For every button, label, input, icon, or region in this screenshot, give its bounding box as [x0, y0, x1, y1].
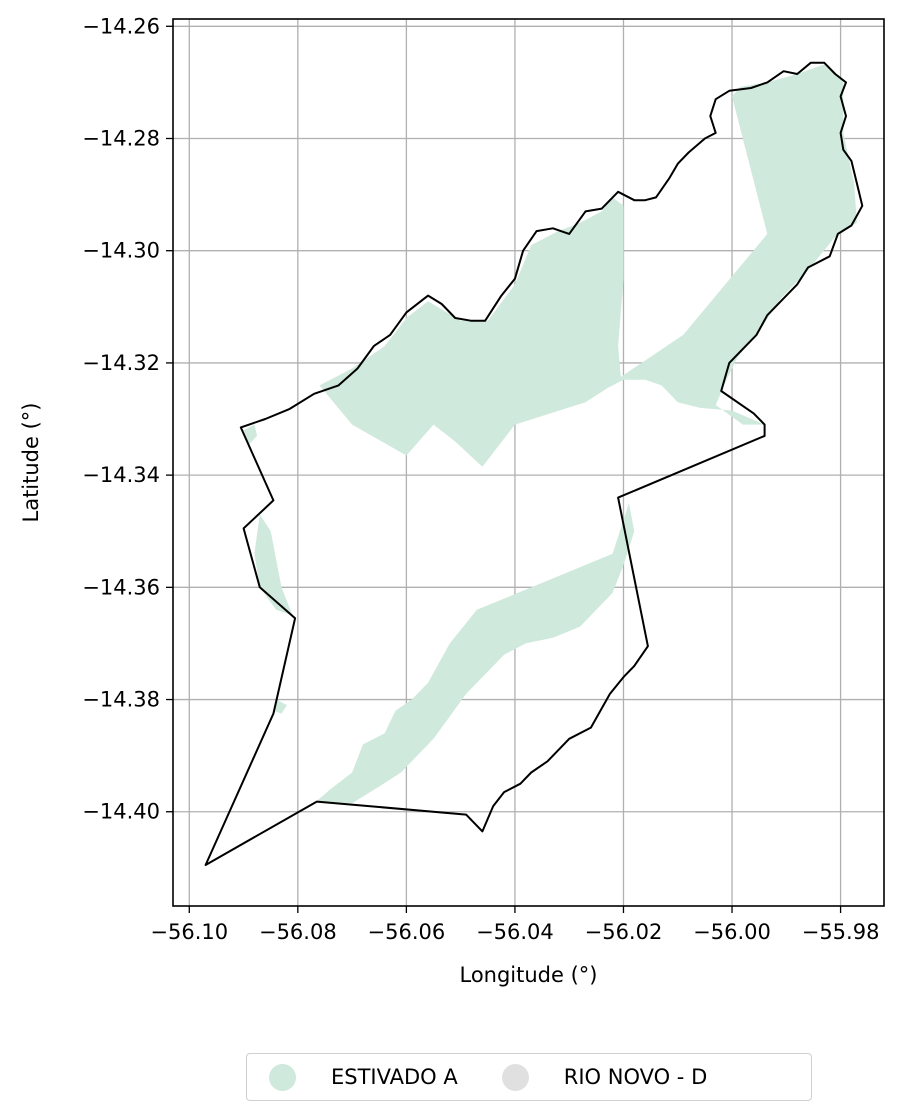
region-polygon-1 — [243, 424, 258, 445]
x-tick-label-0: −56.10 — [150, 920, 228, 944]
legend: ESTIVADO A RIO NOVO - D — [246, 1053, 812, 1101]
legend-label-rio-novo-d: RIO NOVO - D — [563, 1065, 708, 1089]
x-axis-label: Longitude (°) — [459, 963, 597, 987]
x-tick-label-2: −56.06 — [368, 920, 446, 944]
x-tick-label-4: −56.02 — [585, 920, 663, 944]
x-tick-label-1: −56.08 — [259, 920, 337, 944]
x-tick-label-5: −56.00 — [693, 920, 771, 944]
legend-marker-estivado-a — [269, 1063, 296, 1091]
y-axis-ticks: −14.26 −14.28 −14.30 −14.32 −14.34 −14.36 −14.… — [82, 14, 173, 824]
region-polygon-4 — [314, 503, 635, 804]
y-axis-label: Latitude (°) — [19, 403, 43, 523]
y-tick-label-3: −14.32 — [82, 351, 160, 375]
y-tick-label-2: −14.30 — [82, 239, 160, 263]
x-tick-label-6: −55.98 — [802, 920, 880, 944]
grid-lines — [173, 19, 884, 906]
x-tick-label-3: −56.04 — [476, 920, 554, 944]
y-tick-label-5: −14.36 — [82, 575, 160, 599]
boundary-path — [204, 61, 864, 866]
y-tick-label-6: −14.38 — [82, 688, 160, 712]
y-tick-label-4: −14.34 — [82, 463, 160, 487]
y-tick-label-7: −14.40 — [82, 800, 160, 824]
region-polygon-0 — [319, 64, 857, 467]
legend-label-estivado-a: ESTIVADO A — [331, 1065, 458, 1089]
plot-frame — [172, 18, 885, 907]
x-axis-ticks: −56.10 −56.08 −56.06 −56.04 −56.02 −56.00 −55.… — [150, 906, 879, 944]
boundary-outline — [204, 61, 864, 866]
y-tick-label-1: −14.28 — [82, 127, 160, 151]
legend-item-rio-novo-d: RIO NOVO - D — [501, 1063, 708, 1091]
legend-marker-rio-novo-d — [501, 1063, 529, 1091]
y-tick-label-0: −14.26 — [82, 14, 160, 38]
legend-item-estivado-a: ESTIVADO A — [269, 1063, 458, 1091]
